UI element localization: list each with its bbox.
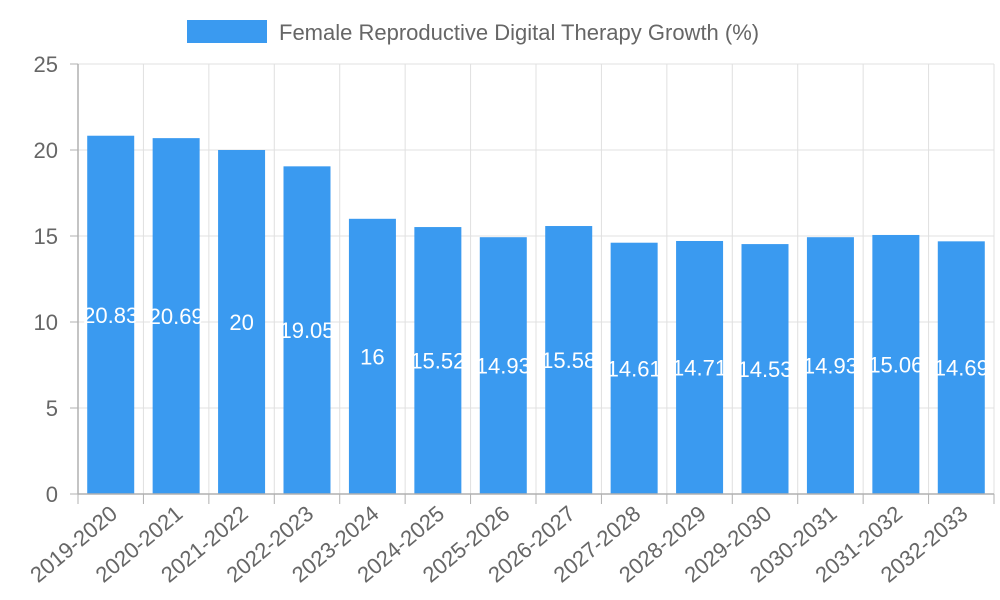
- bar-value-label: 15.58: [541, 348, 596, 373]
- bar[interactable]: [218, 150, 266, 494]
- y-tick-label: 5: [46, 396, 58, 421]
- y-tick-label: 25: [34, 52, 58, 77]
- bar-value-label: 15.52: [410, 349, 465, 374]
- y-tick-label: 0: [46, 482, 58, 507]
- x-axis-ticks: 2019-20202020-20212021-20222022-20232023…: [25, 494, 995, 587]
- bar[interactable]: [348, 218, 396, 495]
- bar-value-label: 16: [360, 344, 384, 369]
- bar-value-label: 19.05: [279, 318, 334, 343]
- bar[interactable]: [610, 242, 658, 494]
- bar-value-label: 14.93: [476, 354, 531, 379]
- y-tick-label: 15: [34, 224, 58, 249]
- bar[interactable]: [872, 234, 920, 494]
- bar[interactable]: [676, 240, 724, 494]
- y-tick-label: 20: [34, 138, 58, 163]
- bar-value-label: 15.06: [868, 352, 923, 377]
- bar[interactable]: [414, 227, 462, 494]
- data-labels: 20.83 20.69 20 19.05 16 15.52 14.93 15.58 14.61 1…: [83, 303, 989, 382]
- bar[interactable]: [545, 226, 593, 495]
- bar-value-label: 20.83: [83, 303, 138, 328]
- bar-value-label: 14.93: [803, 354, 858, 379]
- legend[interactable]: Female Reproductive Digital Therapy Grow…: [187, 20, 759, 45]
- bar[interactable]: [87, 135, 135, 494]
- bar[interactable]: [283, 166, 331, 494]
- bar[interactable]: [741, 244, 789, 494]
- bar[interactable]: [479, 237, 527, 495]
- bar-value-label: 14.53: [737, 357, 792, 382]
- legend-label: Female Reproductive Digital Therapy Grow…: [279, 20, 759, 45]
- bar[interactable]: [937, 241, 985, 494]
- bar-value-label: 14.69: [934, 356, 989, 381]
- bar-value-label: 14.71: [672, 355, 727, 380]
- gridlines: [78, 63, 995, 494]
- y-axis-ticks: 0 5 10 15 20 25: [34, 52, 78, 507]
- bar-value-label: 20: [229, 310, 253, 335]
- bars: [87, 135, 985, 495]
- bar-value-label: 14.61: [607, 356, 662, 381]
- bar[interactable]: [152, 138, 200, 494]
- legend-swatch: [187, 20, 267, 43]
- bar[interactable]: [806, 237, 854, 495]
- y-tick-label: 10: [34, 310, 58, 335]
- bar-value-label: 20.69: [149, 304, 204, 329]
